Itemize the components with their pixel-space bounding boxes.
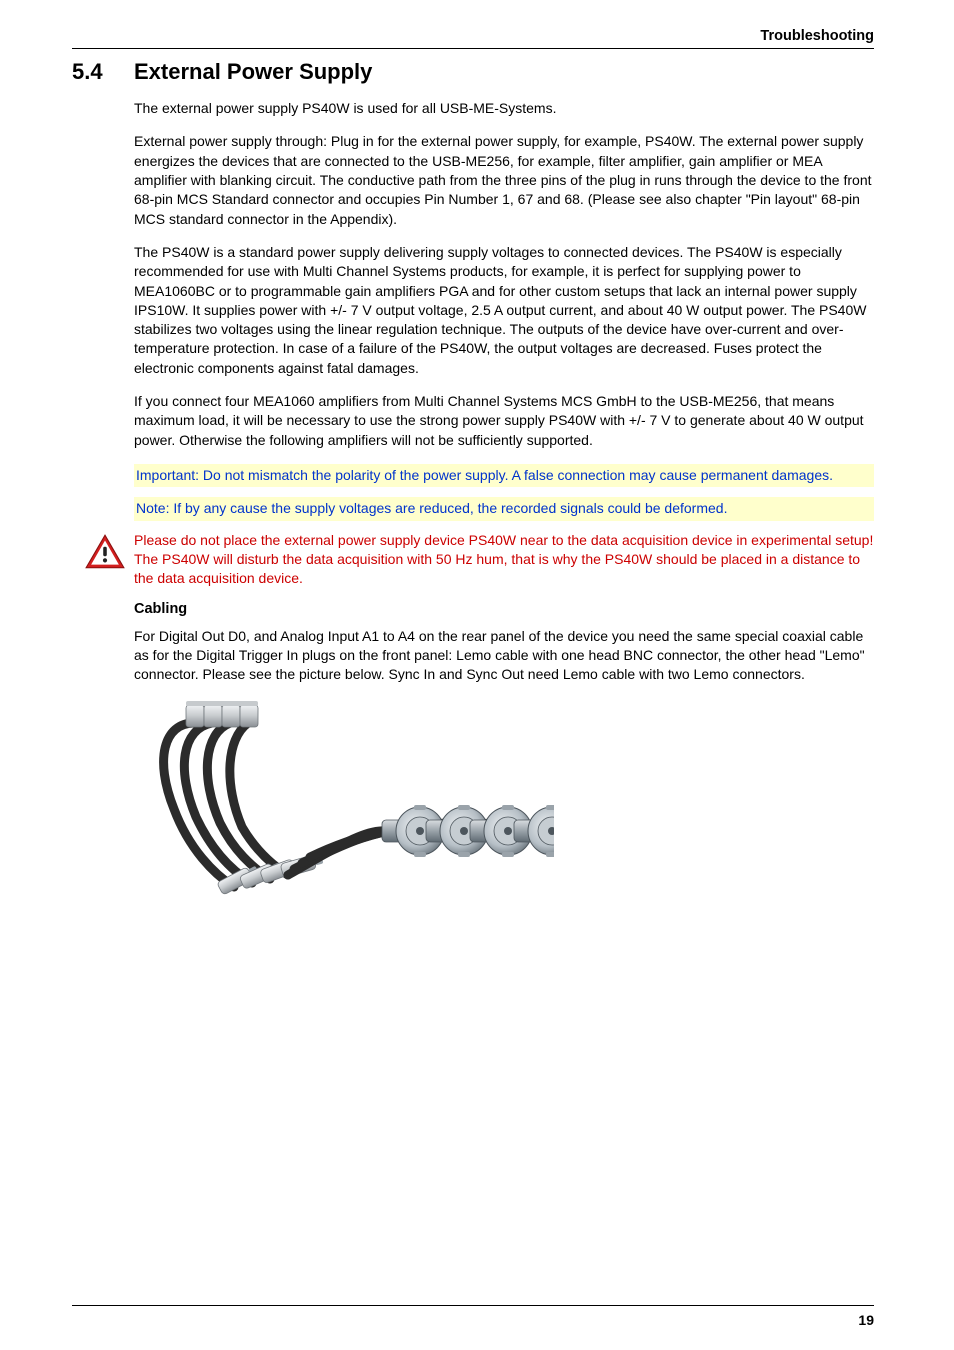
section-title: External Power Supply	[134, 59, 372, 85]
cable-svg	[134, 699, 554, 909]
header-rule	[72, 48, 874, 49]
warning-row: Please do not place the external power s…	[72, 531, 874, 589]
subheading-cabling: Cabling	[134, 601, 874, 617]
paragraph: The external power supply PS40W is used …	[134, 99, 874, 118]
running-title: Troubleshooting	[72, 28, 874, 44]
cable-image	[134, 699, 874, 914]
paragraph: External power supply through: Plug in f…	[134, 132, 874, 229]
section-heading: 5.4 External Power Supply	[72, 59, 874, 85]
paragraph: For Digital Out D0, and Analog Input A1 …	[134, 627, 874, 685]
footer-rule	[72, 1305, 874, 1306]
important-callout: Important: Do not mismatch the polarity …	[134, 464, 874, 487]
section-number: 5.4	[72, 59, 134, 85]
paragraph: The PS40W is a standard power supply del…	[134, 243, 874, 378]
body-column: The external power supply PS40W is used …	[134, 99, 874, 521]
warning-icon	[84, 533, 126, 576]
warning-text: Please do not place the external power s…	[134, 531, 874, 589]
note-callout: Note: If by any cause the supply voltage…	[134, 497, 874, 520]
paragraph: If you connect four MEA1060 amplifiers f…	[134, 392, 874, 450]
page-number: 19	[858, 1312, 874, 1328]
body-column: Cabling For Digital Out D0, and Analog I…	[134, 601, 874, 914]
page: Troubleshooting 5.4 External Power Suppl…	[0, 0, 954, 1350]
